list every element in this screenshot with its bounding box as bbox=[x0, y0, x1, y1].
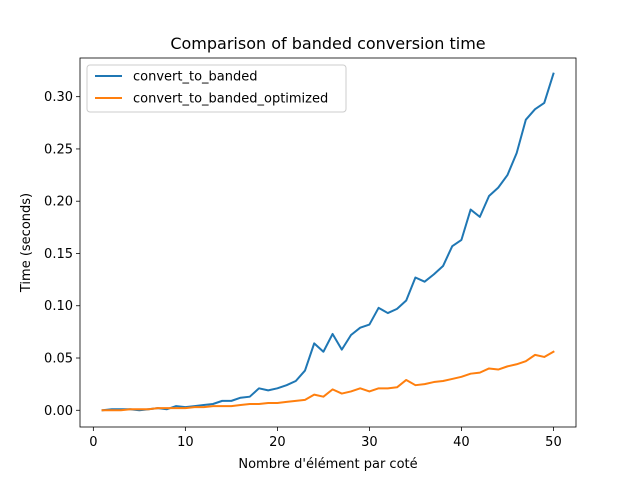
x-tick-label: 20 bbox=[269, 435, 286, 450]
plot-frame bbox=[79, 57, 577, 428]
plot-area: 0 10 20 30 40 50 0.00 0.05 0.10 0.15 0.20 0.25 0.30 bbox=[44, 57, 577, 450]
y-tick-label: 0.20 bbox=[44, 195, 73, 210]
y-tick-label: 0.00 bbox=[44, 404, 73, 419]
legend: convert_to_banded convert_to_banded_opti… bbox=[86, 64, 347, 113]
x-tick-label: 50 bbox=[545, 435, 562, 450]
legend-label-convert-to-banded: convert_to_banded bbox=[133, 70, 257, 85]
x-tick-label: 30 bbox=[361, 435, 378, 450]
chart-title: Comparison of banded conversion time bbox=[170, 34, 485, 53]
y-tick-label: 0.05 bbox=[44, 352, 73, 367]
y-tick-label: 0.30 bbox=[44, 90, 73, 105]
x-tick-label: 0 bbox=[89, 435, 97, 450]
legend-box bbox=[86, 64, 347, 113]
y-tick-label: 0.15 bbox=[44, 247, 73, 262]
series-line-convert-to-banded-optimized bbox=[101, 350, 555, 412]
x-axis-label: Nombre d'élément par coté bbox=[238, 457, 417, 472]
x-tick-label: 40 bbox=[453, 435, 470, 450]
y-axis-label: Time (seconds) bbox=[19, 193, 34, 293]
legend-label-convert-to-banded-optimized: convert_to_banded_optimized bbox=[133, 92, 328, 107]
x-tick-label: 10 bbox=[177, 435, 194, 450]
series-line-convert-to-banded bbox=[101, 72, 555, 412]
y-tick-label: 0.10 bbox=[44, 299, 73, 314]
y-tick-label: 0.25 bbox=[44, 142, 73, 157]
